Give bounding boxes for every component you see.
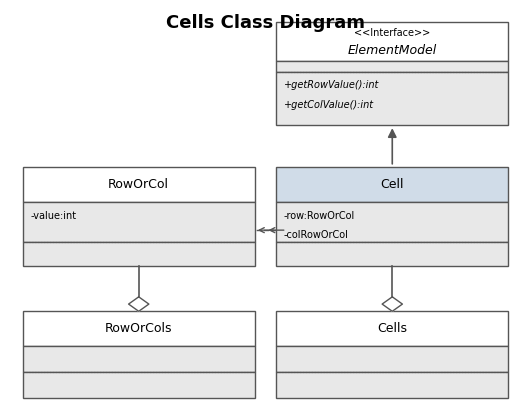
Bar	[22, 202, 255, 242]
Text: +getColValue():int: +getColValue():int	[284, 100, 374, 110]
Bar	[22, 167, 255, 202]
Text: -row:RowOrCol: -row:RowOrCol	[284, 210, 355, 220]
Text: RowOrCol: RowOrCol	[108, 178, 169, 191]
Bar	[22, 311, 255, 346]
Bar	[276, 242, 509, 266]
Bar	[22, 242, 255, 266]
Bar	[276, 22, 509, 61]
Bar	[276, 167, 509, 202]
Text: Cells Class Diagram: Cells Class Diagram	[166, 14, 365, 32]
Bar	[276, 311, 509, 346]
Bar	[276, 372, 509, 398]
Bar	[22, 372, 255, 398]
Bar	[22, 346, 255, 372]
Text: Cell: Cell	[381, 178, 404, 191]
Polygon shape	[129, 297, 149, 311]
Bar	[276, 72, 509, 125]
Text: <<Interface>>: <<Interface>>	[354, 28, 431, 38]
Bar	[276, 202, 509, 242]
Text: -colRowOrCol: -colRowOrCol	[284, 230, 349, 240]
Text: -value:int: -value:int	[30, 210, 76, 220]
Text: +getRowValue():int: +getRowValue():int	[284, 80, 379, 90]
Bar	[276, 61, 509, 72]
Text: ElementModel: ElementModel	[348, 44, 437, 57]
Bar	[276, 346, 509, 372]
Polygon shape	[382, 297, 402, 311]
Text: Cells: Cells	[377, 322, 407, 335]
Text: RowOrCols: RowOrCols	[105, 322, 173, 335]
